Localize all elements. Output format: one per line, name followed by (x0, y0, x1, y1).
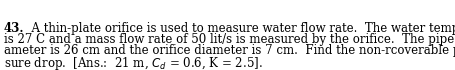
Text: 43.: 43. (4, 22, 24, 35)
Text: ameter is 26 cm and the orifice diameter is 7 cm.  Find the non-rcoverable pres-: ameter is 26 cm and the orifice diameter… (4, 44, 455, 57)
Text: A thin-plate orifice is used to measure water flow rate.  The water temperature: A thin-plate orifice is used to measure … (24, 22, 455, 35)
Text: is 27 C and a mass flow rate of 50 lit/s is measured by the orifice.  The pipe d: is 27 C and a mass flow rate of 50 lit/s… (4, 33, 455, 46)
Text: sure drop.  [Ans.:  21 m, $C_d$ = 0.6, K = 2.5].: sure drop. [Ans.: 21 m, $C_d$ = 0.6, K =… (4, 55, 263, 70)
